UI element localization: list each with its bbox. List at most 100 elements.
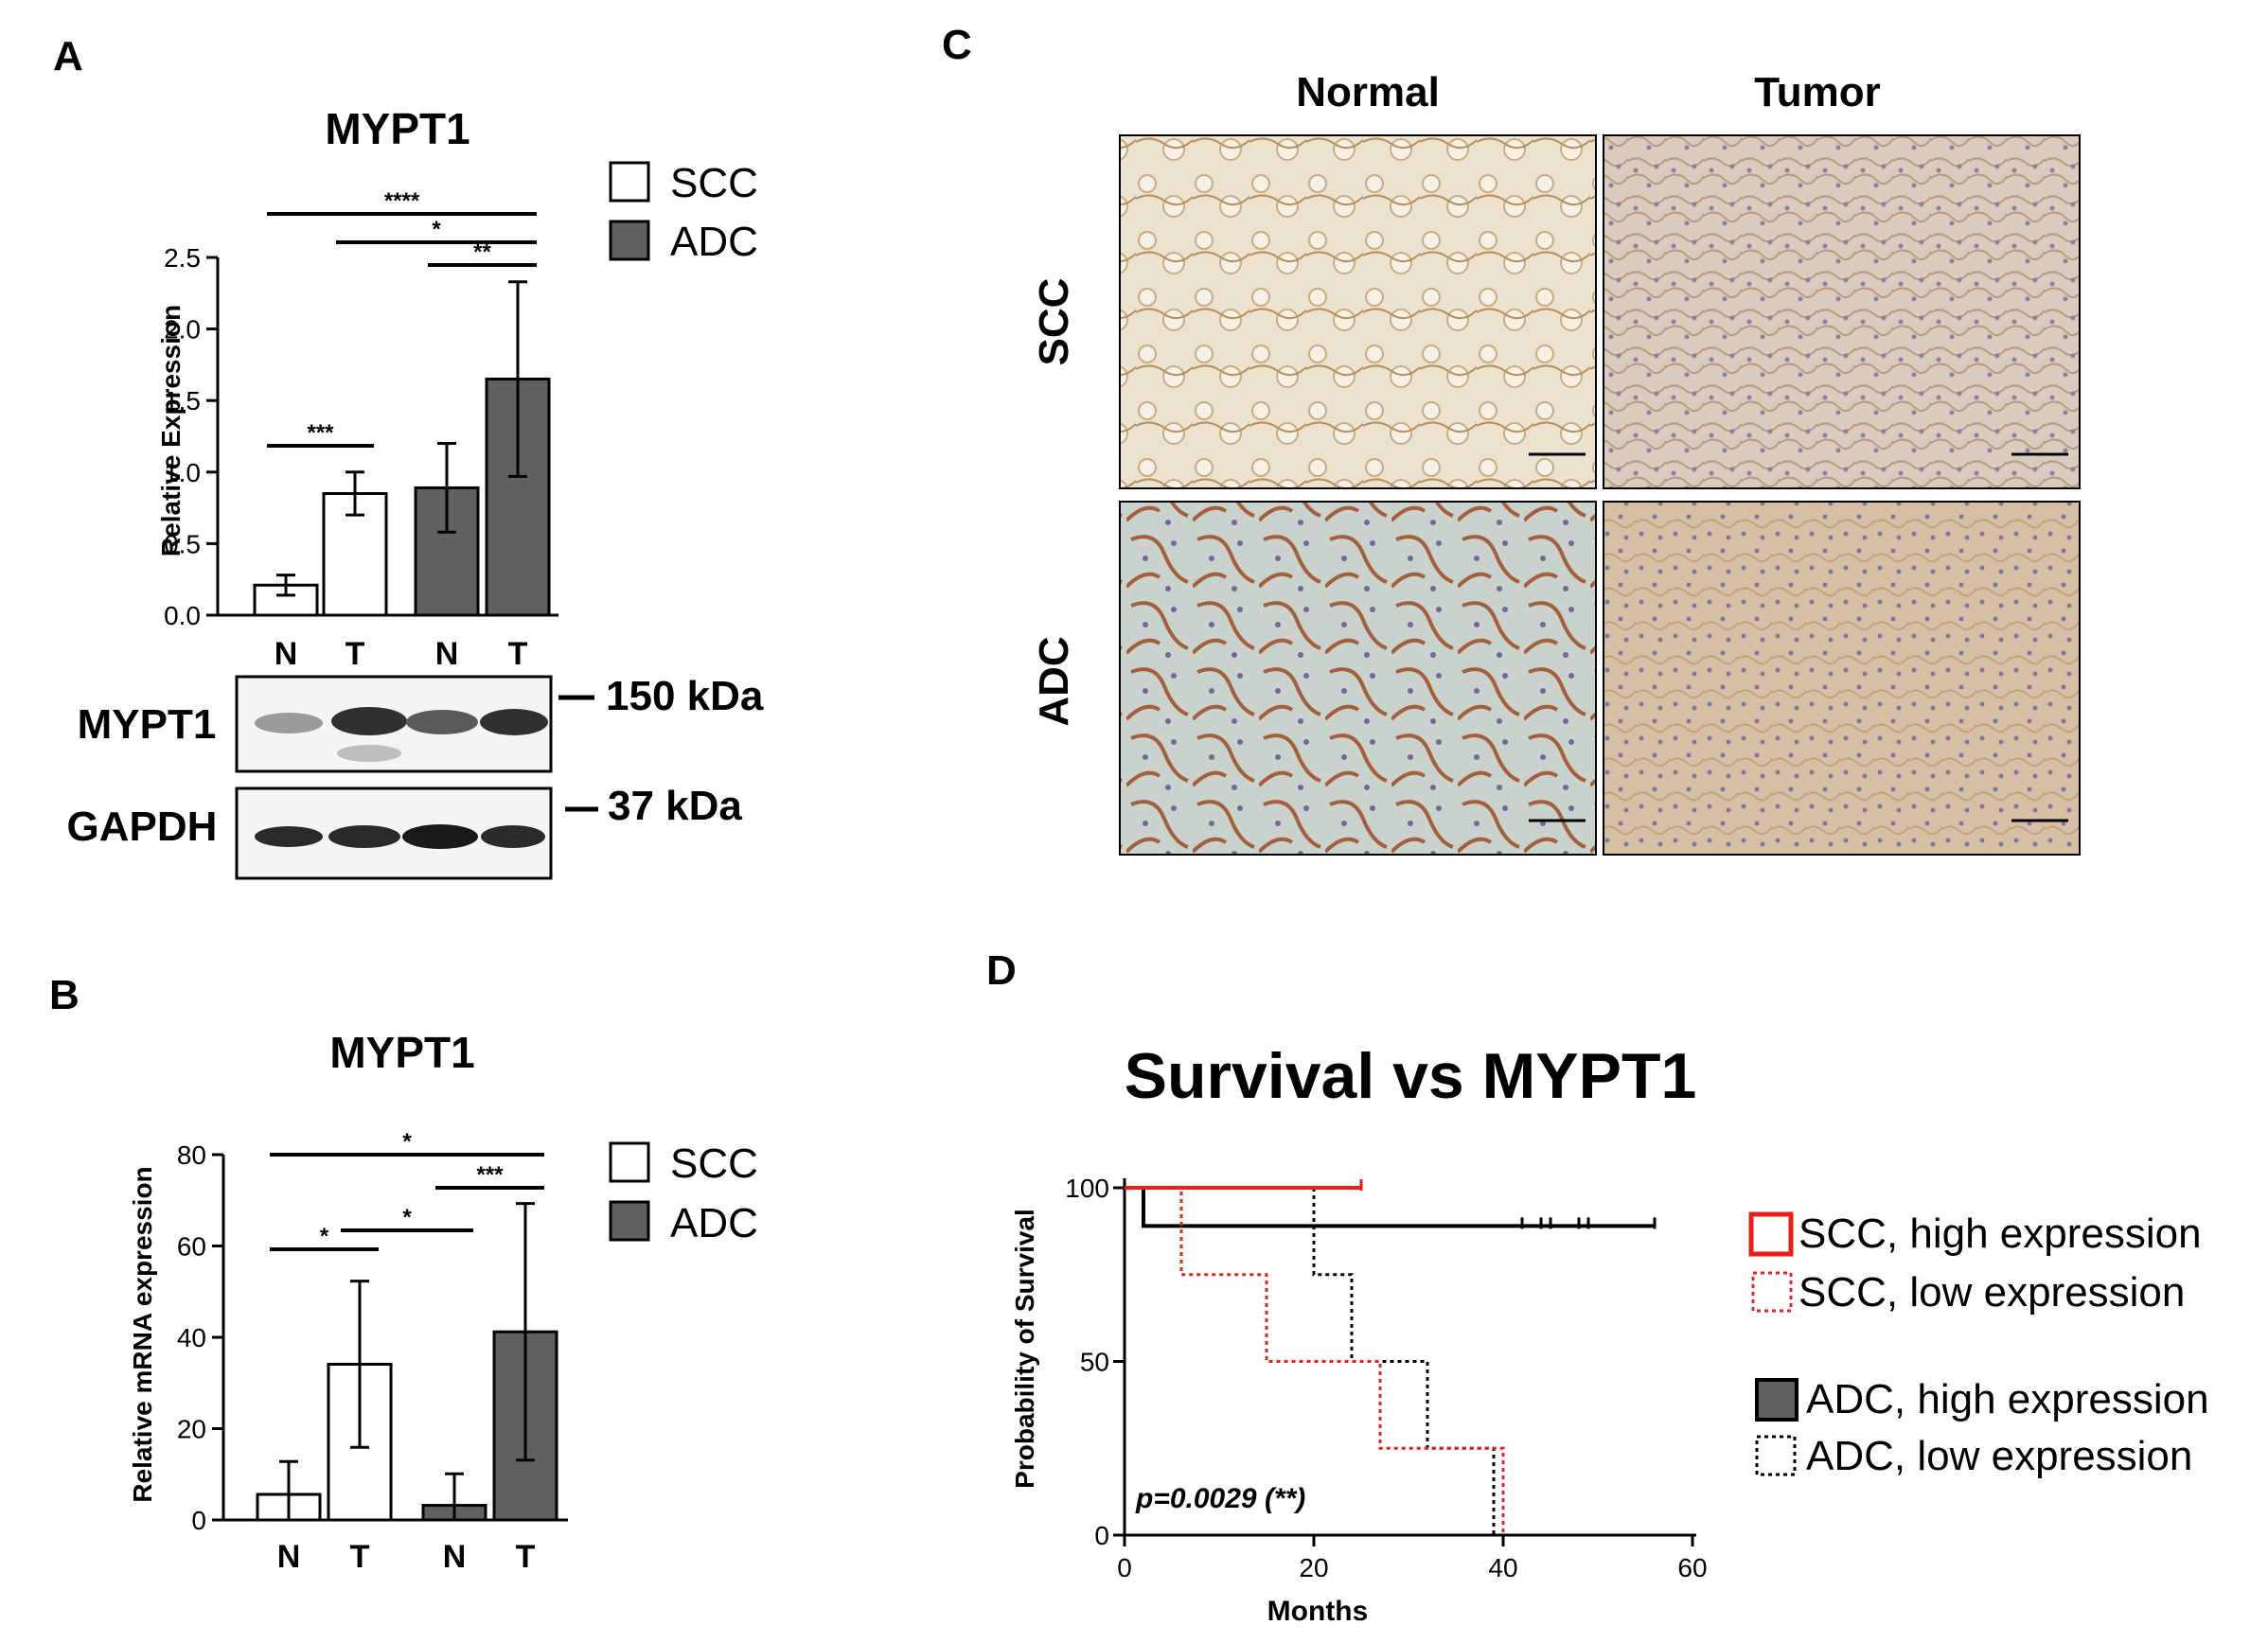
x-category-label: N	[435, 636, 459, 672]
y-tick-label: 80	[177, 1140, 206, 1170]
panel-c-col-normal: Normal	[1296, 69, 1440, 115]
y-tick-label: 40	[177, 1323, 206, 1352]
blot-gapdh-band-3	[402, 824, 478, 849]
legend-d-scc-high-swatch	[1748, 1211, 1794, 1257]
panel-a: A MYPT1 Relative Expression 0.0 0.5 1.0 1.5…	[53, 33, 764, 880]
western-blot: MYPT1 GAPDH 150 kDa 37 kDa	[67, 673, 764, 880]
blot-gapdh-band-4	[481, 825, 545, 848]
x-category-label: N	[277, 1539, 301, 1575]
y-tick-label: 0	[191, 1506, 206, 1535]
significance-label: *	[320, 1224, 329, 1249]
panel-a-letter: A	[53, 33, 83, 80]
y-tick-label: 2.5	[164, 243, 201, 273]
significance-label: ***	[307, 420, 334, 446]
panel-b-letter: B	[49, 972, 80, 1018]
panel-c-col-tumor: Tumor	[1754, 69, 1881, 115]
panel-d-ticks: 0 50 100 0 20 40 60	[1065, 1174, 1707, 1582]
x-tick-label: 60	[1677, 1553, 1707, 1582]
panel-c-row-adc: ADC	[1031, 636, 1077, 726]
blot-marker-37: 37 kDa	[608, 783, 742, 829]
y-tick-label: 50	[1080, 1348, 1109, 1377]
panel-c-row-scc: SCC	[1031, 278, 1077, 366]
legend-b-adc-swatch	[609, 1200, 650, 1242]
blot-mypt1-band-4	[480, 709, 548, 735]
legend-d-adc-low-label: ADC, low expression	[1806, 1433, 2192, 1479]
panel-d-title: Survival vs MYPT1	[1125, 1040, 1697, 1112]
x-category-label: T	[350, 1539, 370, 1575]
legend-d-adc-high-swatch	[1755, 1378, 1798, 1422]
significance-label: **	[473, 239, 491, 265]
x-tick-label: 20	[1299, 1553, 1328, 1582]
legend-a-adc-swatch	[609, 220, 650, 261]
y-tick-label: 0	[1094, 1521, 1109, 1550]
legend-d-scc-low-label: SCC, low expression	[1798, 1269, 2185, 1316]
y-tick-label: 0.5	[164, 529, 201, 558]
significance-label: *	[402, 1205, 412, 1230]
y-tick-label: 1.0	[164, 458, 201, 487]
blot-gapdh-band-1	[255, 826, 323, 847]
x-tick-label: 0	[1117, 1553, 1132, 1582]
panel-b-significance: ******	[270, 1129, 544, 1251]
panel-d-pvalue: p=0.0029 (**)	[1135, 1483, 1305, 1514]
x-category-label: T	[508, 636, 528, 672]
y-tick-label: 100	[1065, 1174, 1109, 1203]
blot-row-label-mypt1: MYPT1	[78, 701, 217, 748]
significance-label: *	[402, 1129, 412, 1155]
legend-d-scc-low-swatch	[1751, 1271, 1793, 1313]
micrograph-scc-normal	[1119, 134, 1597, 489]
x-category-label: N	[275, 636, 298, 672]
legend-a-adc-label: ADC	[670, 219, 758, 265]
panel-a-significance: **********	[267, 188, 537, 448]
x-category-label: T	[346, 636, 365, 672]
blot-mypt1-smear	[337, 745, 401, 762]
survival-curve-adc-high-expression	[1125, 1186, 1655, 1228]
panel-a-ylabel: Relative Expression	[156, 305, 186, 556]
panel-a-bars	[253, 280, 551, 617]
y-tick-label: 60	[177, 1232, 206, 1262]
panel-a-title: MYPT1	[325, 104, 470, 153]
y-tick-label: 0.0	[164, 601, 201, 630]
micrograph-scc-tumor	[1603, 134, 2081, 489]
panel-d-letter: D	[986, 947, 1017, 994]
y-tick-label: 20	[177, 1415, 206, 1444]
legend-b-adc-label: ADC	[670, 1200, 758, 1246]
micrograph-adc-normal	[1119, 501, 1597, 856]
panel-c-letter: C	[942, 22, 972, 68]
y-tick-label: 2.0	[164, 315, 201, 344]
significance-label: ****	[384, 188, 420, 214]
significance-label: ***	[476, 1162, 504, 1188]
x-category-label: T	[516, 1539, 536, 1575]
blot-mypt1-band-2	[331, 707, 407, 735]
panel-d-xlabel: Months	[1267, 1596, 1369, 1627]
panel-b: B MYPT1 Relative mRNA expression 0 20 40 60…	[49, 972, 758, 1575]
panel-d-survival-curves	[1125, 1179, 1657, 1535]
panel-b-ticks: 0 20 40 60 80	[177, 1140, 223, 1535]
blot-row-label-gapdh: GAPDH	[67, 804, 218, 850]
significance-label: *	[432, 217, 441, 242]
panel-c: C Normal Tumor SCC ADC	[942, 22, 2081, 856]
panel-b-ylabel: Relative mRNA expression	[128, 1166, 157, 1502]
y-tick-label: 1.5	[164, 386, 201, 415]
panel-d: D Survival vs MYPT1 Probability of Survi…	[986, 947, 2209, 1627]
legend-a-scc-swatch	[609, 161, 650, 203]
legend-a-scc-label: SCC	[670, 160, 758, 206]
legend-b-scc-swatch	[609, 1141, 650, 1183]
x-tick-label: 40	[1488, 1553, 1517, 1582]
blot-mypt1-band-3	[406, 710, 478, 734]
blot-marker-150: 150 kDa	[606, 673, 764, 719]
micrograph-adc-tumor	[1603, 501, 2081, 856]
blot-mypt1-band-1	[255, 713, 323, 733]
blot-gapdh-band-2	[328, 825, 400, 848]
panel-d-ylabel: Probability of Survival	[1010, 1209, 1039, 1489]
panel-b-title: MYPT1	[329, 1028, 474, 1077]
legend-d-adc-low-swatch	[1755, 1435, 1797, 1476]
legend-b-scc-label: SCC	[670, 1140, 758, 1187]
panel-a-ticks: 0.0 0.5 1.0 1.5 2.0 2.5	[164, 243, 218, 630]
x-category-label: N	[443, 1539, 467, 1575]
legend-d-scc-high-label: SCC, high expression	[1798, 1210, 2202, 1257]
panel-b-bars	[256, 1202, 558, 1522]
legend-d-adc-high-label: ADC, high expression	[1806, 1376, 2209, 1422]
